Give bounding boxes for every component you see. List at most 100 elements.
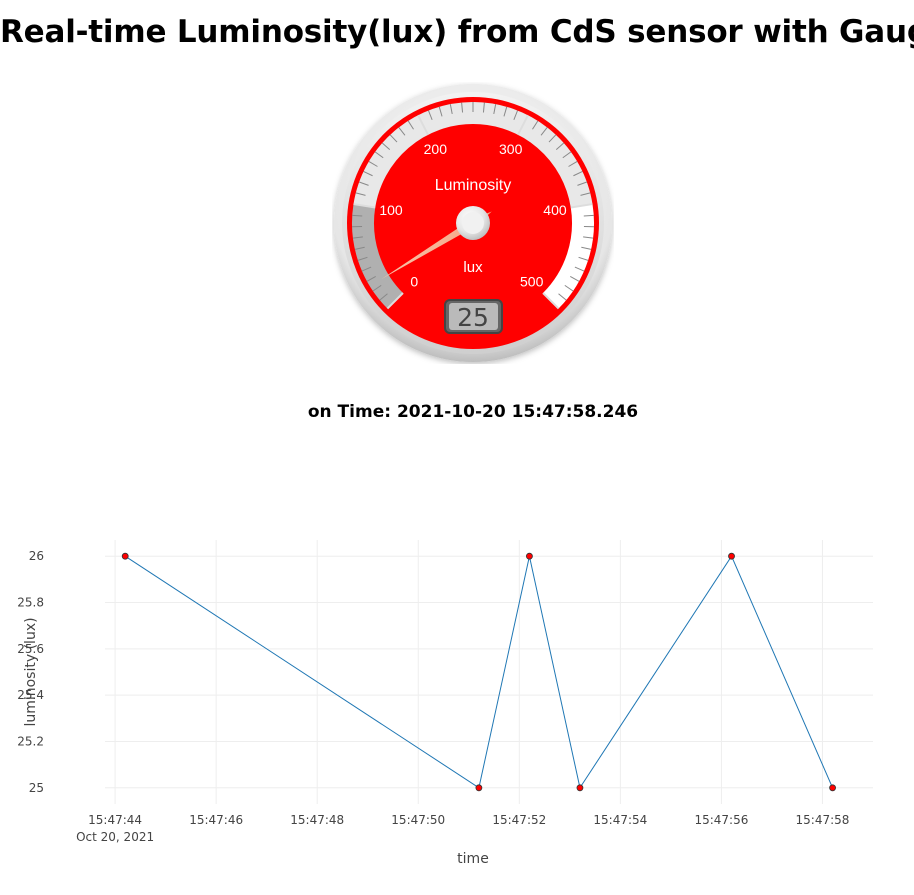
gauge-minor-tick [354, 246, 365, 250]
gauge-tick-label: 300 [499, 141, 523, 157]
gauge-minor-tick [568, 160, 578, 167]
chart-y-tick-label: 25 [29, 781, 44, 795]
gauge-minor-tick [361, 266, 372, 272]
gauge-minor-tick [581, 246, 592, 250]
luminosity-chart: 15:47:44 15:47:46 15:47:48 15:47:50 15:47:52… [0, 520, 914, 895]
gauge-minor-tick [368, 160, 378, 167]
gauge-units: lux [463, 259, 483, 276]
gauge-tick-label: 200 [424, 141, 448, 157]
chart-x-tick-label: 15:47:48 [290, 813, 344, 827]
gauge-minor-tick [379, 293, 388, 301]
gauge-ticks [352, 102, 594, 310]
chart-points [121, 552, 836, 792]
gauge-minor-tick [352, 236, 363, 239]
gauge-minor-tick [352, 214, 363, 217]
gauge-title: Luminosity [435, 177, 511, 194]
gauge-minor-tick [427, 110, 433, 120]
chart-x-tick-label: 15:47:56 [694, 813, 748, 827]
timestamp-prefix: on Time: [307, 402, 397, 422]
gauge-minor-tick [583, 236, 594, 239]
gauge-minor-tick [357, 256, 368, 261]
chart-data-point[interactable] [526, 552, 533, 560]
chart-series-line [124, 555, 834, 790]
chart-y-tick-label: 26 [29, 549, 44, 563]
gauge-minor-tick [363, 171, 373, 177]
gauge-highlight-band [352, 204, 404, 309]
chart-y-tick-labels: 25 25.2 25.4 25.6 25.8 26 [17, 549, 44, 795]
gauge-value-box: 25 [444, 299, 503, 334]
chart-data-point[interactable] [728, 552, 735, 560]
gauge-minor-tick [461, 102, 464, 113]
gauge-graphic: 0 100 200 300 400 500 Luminosity lux 25 [334, 84, 612, 362]
gauge-minor-tick [358, 181, 369, 186]
gauge-minor-tick [580, 192, 591, 196]
chart-x-tick-label: 15:47:58 [796, 813, 850, 827]
gauge-minor-tick [449, 104, 453, 115]
gauge-minor-tick [482, 102, 485, 113]
luminosity-gauge: 0 100 200 300 400 500 Luminosity lux 25 [332, 82, 614, 364]
gauge-minor-tick [513, 110, 519, 120]
chart-svg: 15:47:44 15:47:46 15:47:48 15:47:50 15:47:52… [17, 540, 873, 867]
gauge-major-tick [570, 203, 593, 209]
gauge-highlights [352, 102, 594, 309]
chart-x-tick-labels: 15:47:44 15:47:46 15:47:48 15:47:50 15:47:52… [88, 813, 849, 827]
gauge-highlight-band [542, 204, 594, 309]
timestamp-value: 2021-10-20 15:47:58.246 [396, 402, 639, 422]
timestamp-line: on Time: 2021-10-20 15:47:58.246 [0, 402, 914, 422]
chart-data-point[interactable] [475, 784, 483, 792]
gauge-minor-tick [374, 151, 384, 159]
gauge-major-tick [353, 203, 376, 209]
chart-x-tick-label: 15:47:46 [189, 813, 243, 827]
gauge-minor-tick [573, 171, 583, 177]
gauge-minor-tick [577, 181, 588, 186]
chart-y-tick-label: 25.2 [17, 734, 44, 748]
gauge-highlight-band [353, 102, 593, 208]
gauge-tick-label: 500 [520, 274, 544, 290]
gauge-minor-tick [381, 142, 391, 150]
gauge-minor-tick [355, 192, 366, 196]
gauge-minor-tick [558, 293, 567, 301]
gauge-minor-tick [583, 214, 594, 217]
gauge-minor-tick [398, 127, 406, 136]
chart-y-axis-label: luminosity (lux) [23, 617, 39, 726]
gauge-minor-tick [372, 284, 382, 292]
gauge-minor-tick [570, 276, 580, 282]
gauge-minor-tick [562, 151, 572, 159]
chart-data-point[interactable] [829, 784, 836, 792]
gauge-minor-tick [540, 127, 548, 136]
chart-x-tick-label: 15:47:44 [88, 813, 142, 827]
chart-y-tick-label: 25.8 [17, 596, 44, 610]
gauge-minor-tick [389, 134, 398, 143]
gauge-minor-tick [548, 134, 557, 143]
chart-line [124, 555, 834, 790]
gauge-tick-label: 100 [379, 202, 403, 218]
chart-x-tick-label: 15:47:54 [593, 813, 647, 827]
gauge-hub-center [462, 212, 484, 234]
gauge-major-tick [542, 292, 560, 310]
gauge-minor-tick [493, 104, 497, 115]
chart-data-point[interactable] [576, 784, 584, 792]
gauge-tick-label: 0 [410, 274, 418, 290]
gauge-minor-tick [555, 142, 565, 150]
page-title: Real-time Luminosity(lux) from CdS senso… [0, 14, 914, 50]
gauge-minor-tick [574, 266, 585, 272]
chart-x-tick-label: 15:47:52 [492, 813, 546, 827]
chart-date-label: Oct 20, 2021 [76, 830, 154, 844]
chart-grid [105, 540, 873, 804]
chart-x-tick-label: 15:47:50 [391, 813, 445, 827]
gauge-value-text: 25 [457, 303, 489, 332]
gauge-major-tick [417, 114, 429, 136]
gauge-tick-labels: 0 100 200 300 400 500 [379, 141, 567, 290]
gauge-minor-tick [503, 106, 508, 117]
gauge-minor-tick [438, 106, 443, 117]
chart-y-tick-label: 25.4 [17, 688, 44, 702]
chart-x-axis-label: time [457, 851, 489, 867]
gauge-minor-tick [578, 256, 589, 261]
chart-data-point[interactable] [121, 552, 129, 560]
gauge-minor-tick [564, 284, 574, 292]
gauge-minor-tick [366, 276, 376, 282]
gauge-minor-tick [532, 120, 539, 130]
gauge-major-tick [386, 292, 404, 310]
gauge-major-tick [517, 114, 529, 136]
gauge-tick-label: 400 [543, 202, 567, 218]
